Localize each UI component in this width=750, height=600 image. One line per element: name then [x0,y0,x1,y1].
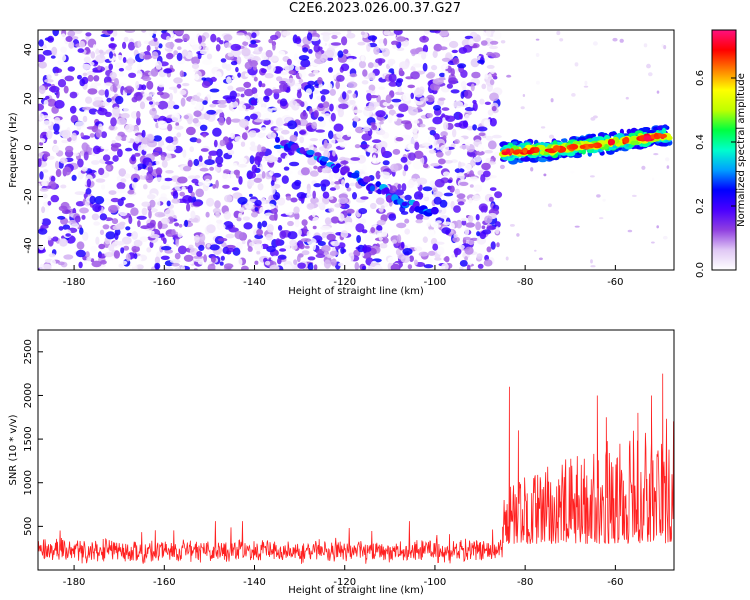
x-tick-label: -120 [333,577,356,588]
y-tick-label: 1000 [23,470,34,495]
snr-y-axis: 500 1000 1500 2000 2500 [23,339,43,536]
spectrogram-x-axis: -180 -160 -140 -120 -100 -80 -60 [63,265,624,288]
colorbar-tick-label: 0.0 [695,262,706,278]
x-tick-label: -100 [424,277,447,288]
x-tick-label: -80 [517,277,533,288]
snr-x-label: Height of straight line (km) [288,585,424,596]
y-tick-label: 1500 [23,426,34,451]
colorbar-tick-label: 0.4 [695,134,706,150]
x-tick-label: -100 [424,577,447,588]
y-tick-label: 500 [23,517,34,536]
y-tick-label: -40 [23,237,34,253]
spectrogram-y-label: Frequency (Hz) [8,112,19,188]
x-tick-label: -160 [153,577,176,588]
y-tick-label: -20 [23,188,34,204]
snr-y-label: SNR (10 * v/v) [8,414,19,485]
y-tick-label: 2000 [23,383,34,408]
colorbar: 0.0 0.2 0.4 0.6 Normalized spectral amplitu… [695,29,747,278]
colorbar-gradient [712,30,736,270]
snr-plot-area [38,330,674,570]
x-tick-label: -80 [517,577,533,588]
spectrogram-noise-layer [38,30,670,270]
colorbar-tick-label: 0.6 [695,70,706,86]
x-tick-label: -180 [63,277,86,288]
spectrogram-x-label: Height of straight line (km) [288,286,424,297]
colorbar-tick-label: 0.2 [695,198,706,214]
x-tick-label: -60 [607,277,623,288]
colorbar-frame [711,29,737,271]
y-tick-label: 0 [23,144,34,150]
page-title: C2E6.2023.026.00.37.G27 [288,1,462,16]
snr-panel: -180 -160 -140 -120 -100 -80 -60 500 1000 1500 20… [8,329,675,596]
colorbar-label: Normalized spectral amplitude [736,73,747,227]
y-tick-label: 40 [23,43,34,56]
x-tick-label: -60 [607,577,623,588]
x-tick-label: -140 [243,577,266,588]
spectrogram-y-axis: -40 -20 0 20 40 [23,43,43,254]
spectrogram-signal-band [498,124,673,165]
x-tick-label: -140 [243,277,266,288]
snr-x-axis: -180 -160 -140 -120 -100 -80 -60 [63,565,624,588]
x-tick-label: -160 [153,277,176,288]
snr-series-line [38,330,674,564]
spectrogram-frame [37,29,675,271]
x-tick-label: -180 [63,577,86,588]
x-tick-label: -120 [333,277,356,288]
y-tick-label: 2500 [23,339,34,364]
spectrogram-panel: -180 -160 -140 -120 -100 -80 -60 -40 -20 0 20 40 H… [8,29,675,297]
colorbar-axis: 0.0 0.2 0.4 0.6 [695,70,736,278]
y-tick-label: 20 [23,92,34,105]
snr-frame [37,329,675,571]
